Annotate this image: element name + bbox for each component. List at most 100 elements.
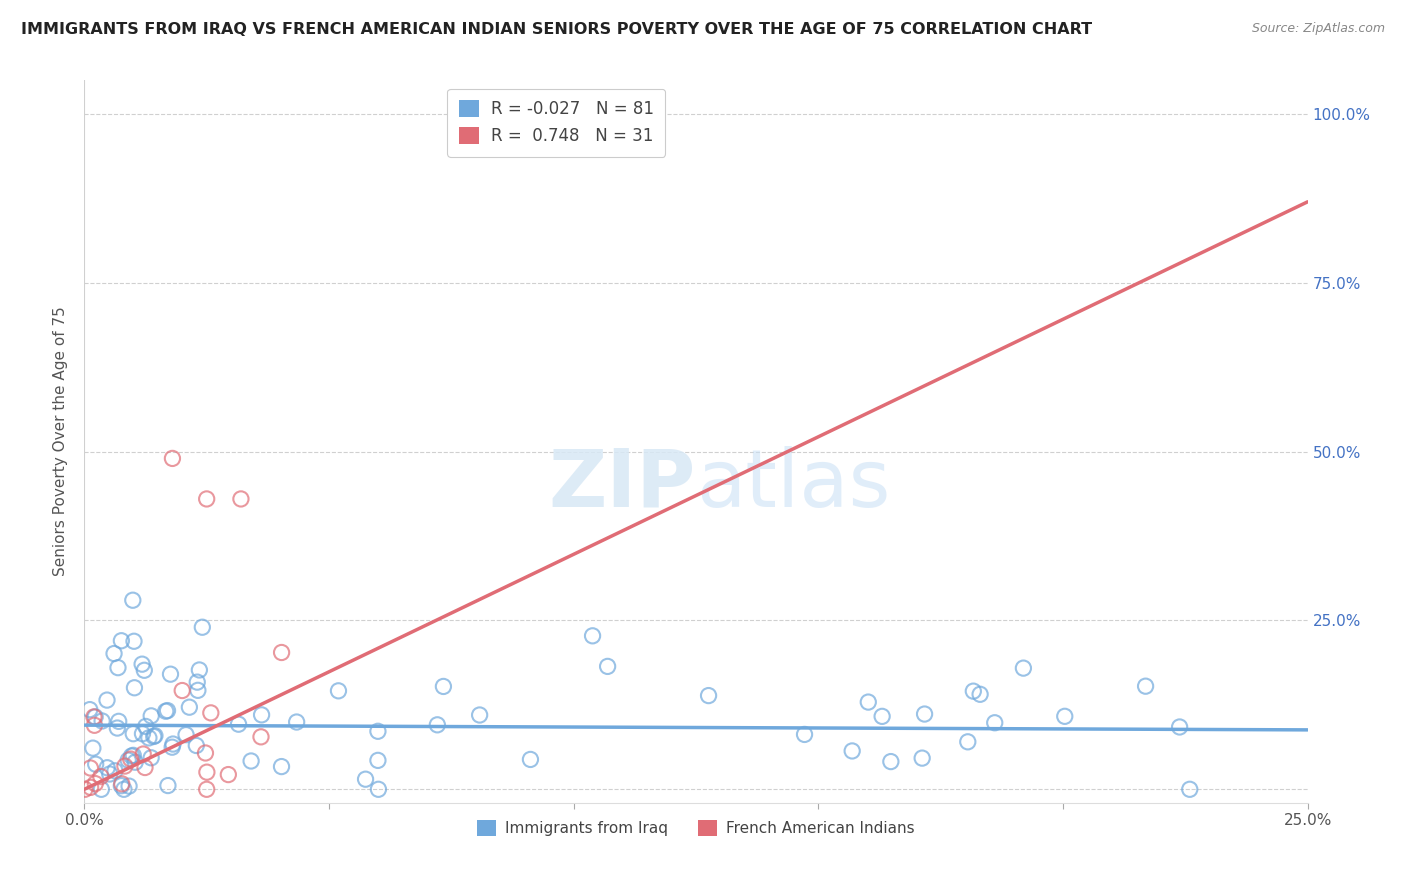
Point [914, 706, 936, 721]
Point [956, 735, 979, 749]
Point [135, 719, 157, 733]
Point [112, 782, 135, 797]
Point [120, 752, 142, 766]
Point [858, 695, 880, 709]
Point [79, 703, 101, 717]
Point [73, 782, 96, 797]
Point [911, 751, 934, 765]
Point [83, 710, 105, 724]
Point [107, 660, 129, 674]
Point [84, 710, 107, 724]
Point [141, 751, 163, 765]
Point [581, 629, 603, 643]
Point [195, 491, 218, 506]
Text: atlas: atlas [696, 446, 890, 524]
Point [107, 714, 129, 729]
Point [250, 730, 273, 744]
Point [122, 634, 145, 648]
Point [105, 721, 128, 735]
Point [187, 683, 209, 698]
Point [179, 700, 201, 714]
Point [270, 645, 292, 659]
Point [79, 780, 101, 795]
Point [91, 714, 114, 728]
Point [90, 782, 112, 797]
Point [111, 777, 134, 791]
Point [83, 718, 105, 732]
Point [1168, 720, 1191, 734]
Point [162, 451, 184, 466]
Point [1135, 679, 1157, 693]
Point [188, 663, 211, 677]
Point [159, 667, 181, 681]
Point [96, 761, 118, 775]
Text: IMMIGRANTS FROM IRAQ VS FRENCH AMERICAN INDIAN SENIORS POVERTY OVER THE AGE OF 7: IMMIGRANTS FROM IRAQ VS FRENCH AMERICAN … [21, 22, 1092, 37]
Point [131, 657, 153, 672]
Point [174, 728, 197, 742]
Point [962, 684, 984, 698]
Point [117, 753, 139, 767]
Point [596, 659, 619, 673]
Point [156, 779, 179, 793]
Point [155, 704, 177, 718]
Point [142, 730, 165, 744]
Point [104, 764, 127, 778]
Point [79, 761, 101, 775]
Point [103, 647, 125, 661]
Point [983, 715, 1005, 730]
Y-axis label: Seniors Poverty Over the Age of 75: Seniors Poverty Over the Age of 75 [53, 307, 69, 576]
Point [1178, 782, 1201, 797]
Point [138, 731, 160, 745]
Point [841, 744, 863, 758]
Point [96, 693, 118, 707]
Point [270, 759, 292, 773]
Point [186, 675, 208, 690]
Point [217, 767, 239, 781]
Point [195, 782, 218, 797]
Point [880, 755, 903, 769]
Point [1012, 661, 1035, 675]
Point [156, 704, 179, 718]
Point [172, 683, 194, 698]
Point [870, 709, 893, 723]
Point [285, 714, 308, 729]
Point [84, 757, 107, 772]
Point [367, 724, 389, 739]
Point [969, 687, 991, 701]
Point [229, 491, 252, 506]
Point [160, 740, 183, 755]
Point [143, 729, 166, 743]
Point [124, 755, 146, 769]
Point [354, 772, 377, 787]
Point [82, 741, 104, 756]
Point [191, 620, 214, 634]
Point [124, 681, 146, 695]
Point [114, 759, 136, 773]
Point [110, 633, 132, 648]
Text: ZIP: ZIP [548, 446, 696, 524]
Point [122, 748, 145, 763]
Point [84, 776, 107, 790]
Point [118, 779, 141, 793]
Point [195, 765, 218, 780]
Point [240, 754, 263, 768]
Point [432, 680, 454, 694]
Point [468, 708, 491, 723]
Text: Source: ZipAtlas.com: Source: ZipAtlas.com [1251, 22, 1385, 36]
Point [121, 749, 143, 764]
Point [132, 747, 155, 761]
Point [186, 739, 208, 753]
Point [122, 727, 145, 741]
Point [1053, 709, 1076, 723]
Point [697, 689, 720, 703]
Point [162, 737, 184, 751]
Point [519, 752, 541, 766]
Point [121, 593, 143, 607]
Point [98, 767, 121, 781]
Point [426, 718, 449, 732]
Point [90, 770, 112, 784]
Point [200, 706, 222, 720]
Point [228, 717, 250, 731]
Point [367, 753, 389, 767]
Legend: Immigrants from Iraq, French American Indians: Immigrants from Iraq, French American In… [471, 814, 921, 842]
